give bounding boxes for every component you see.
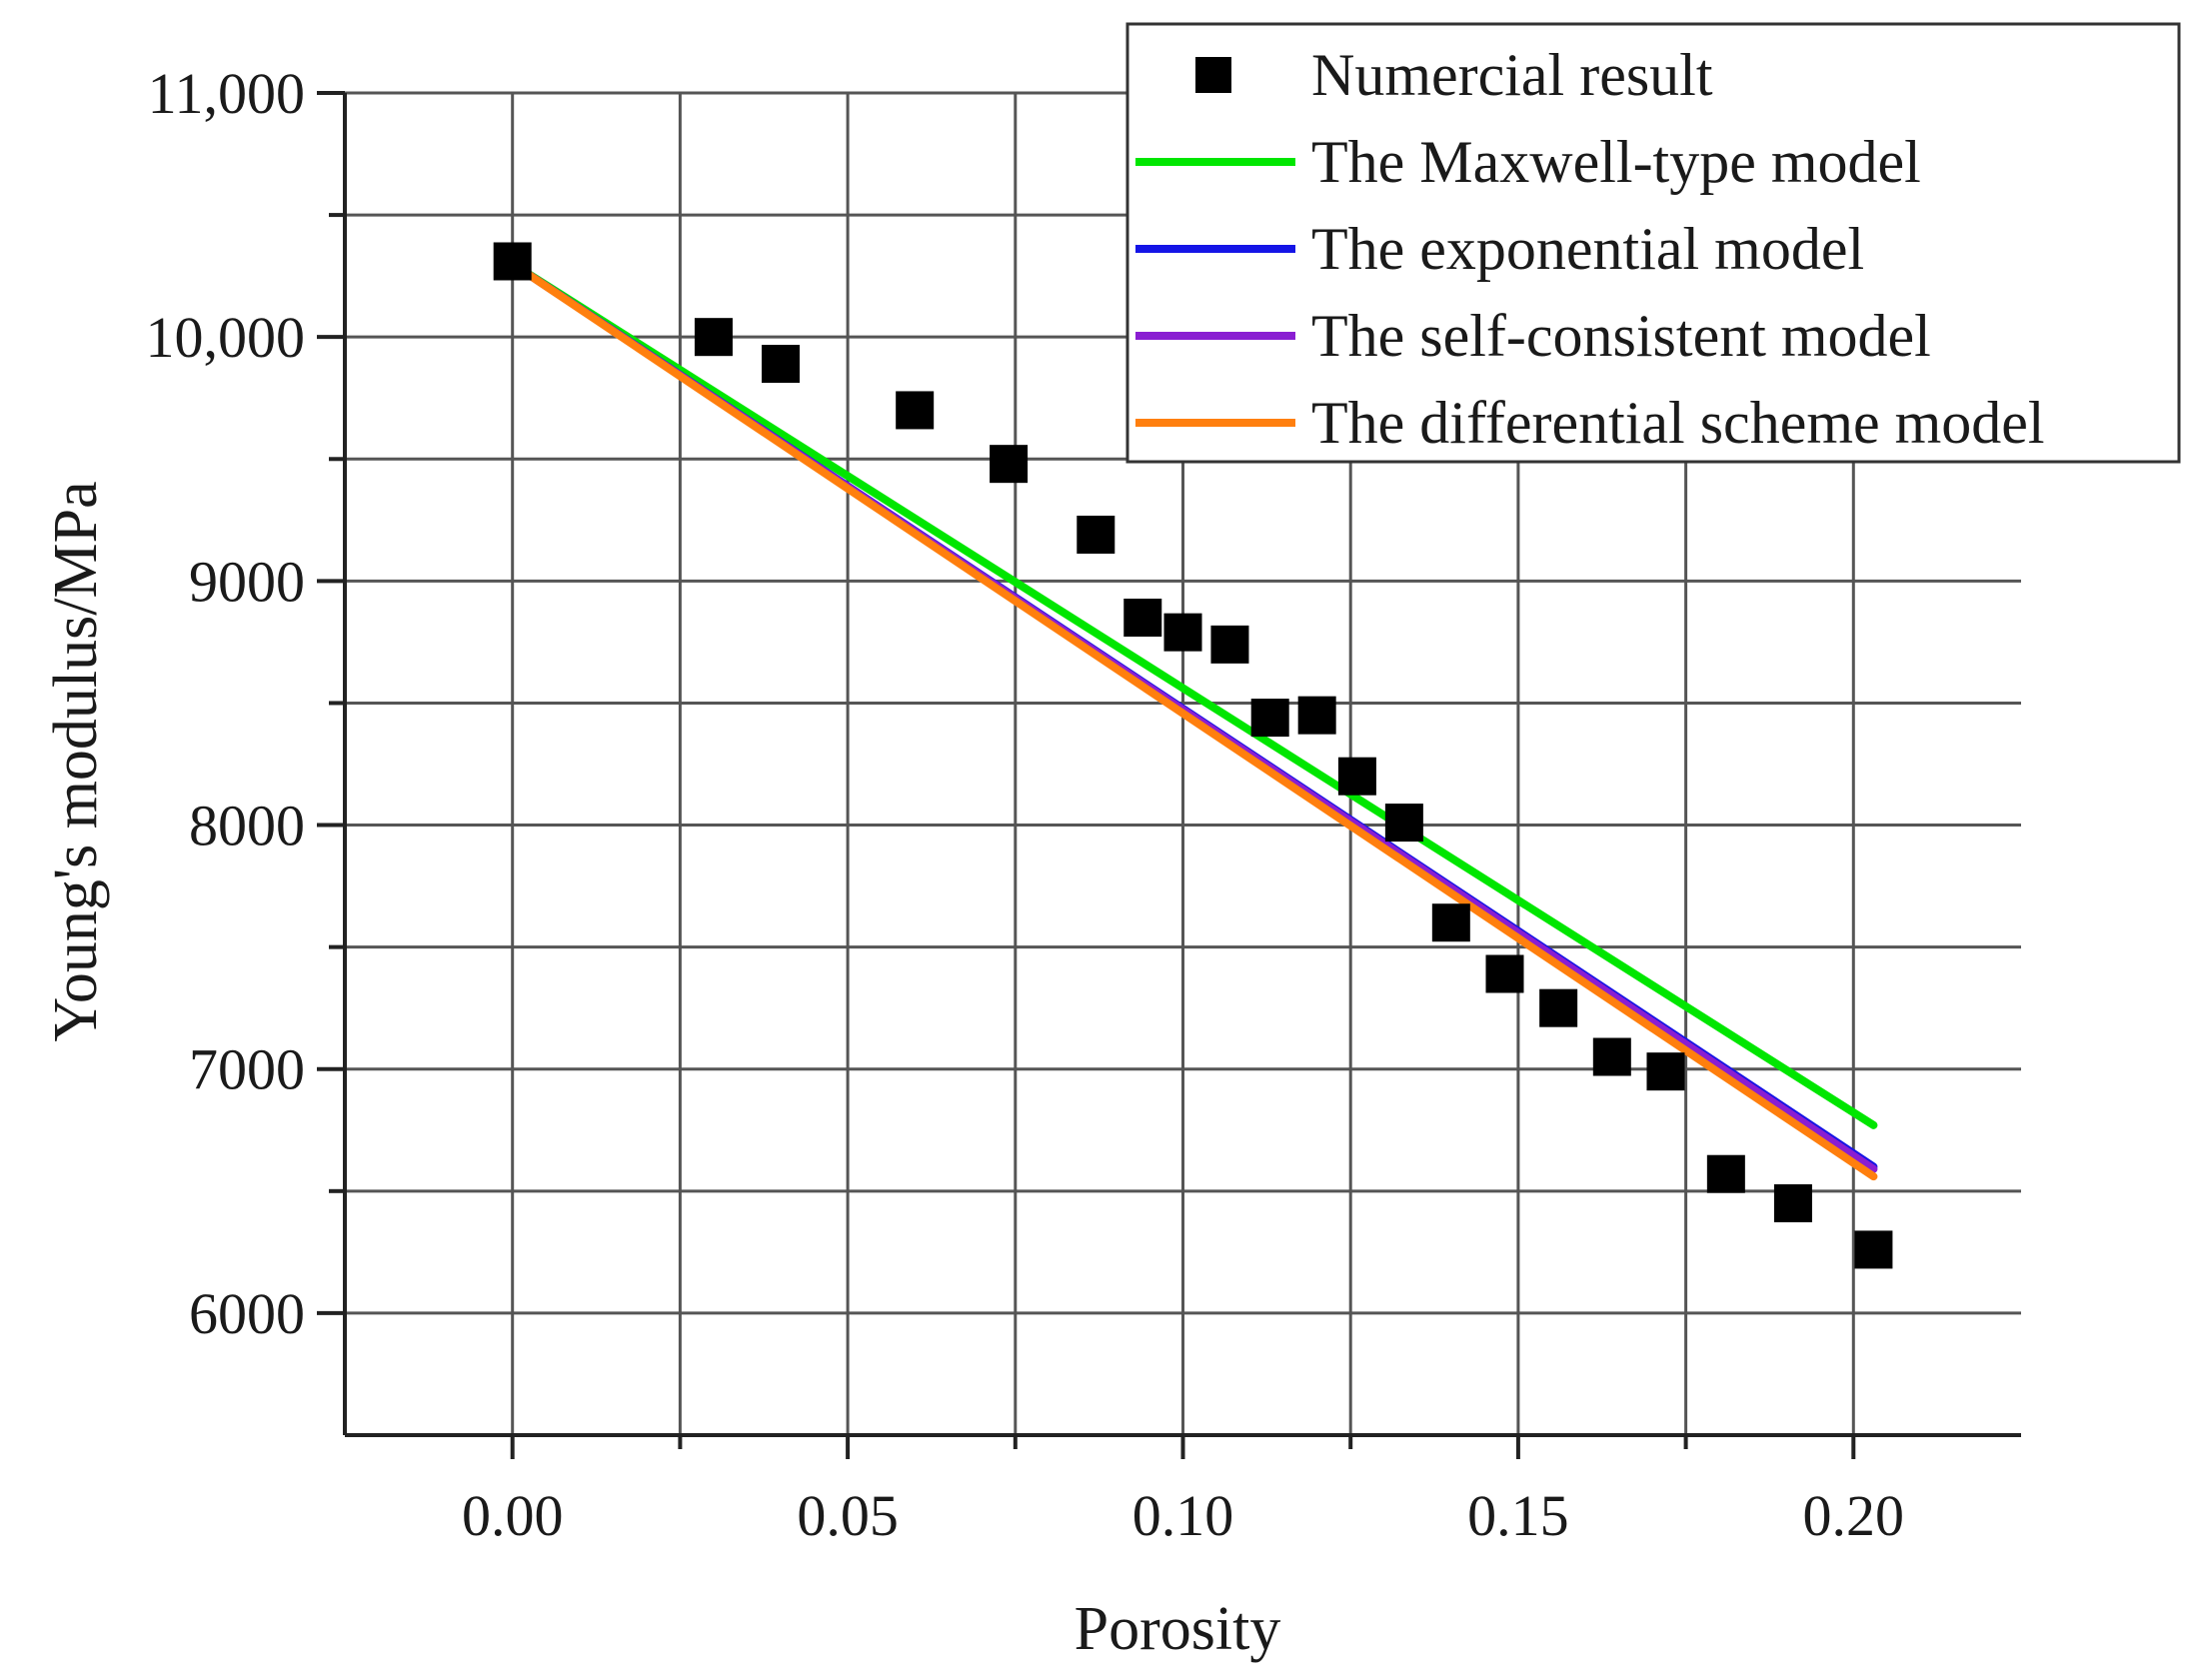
data-point [896, 391, 935, 430]
data-point [1773, 1184, 1812, 1223]
legend-label: The Maxwell-type model [1311, 129, 1921, 195]
data-point [694, 318, 733, 357]
legend-marker [1195, 57, 1231, 93]
legend-label: The differential scheme model [1311, 390, 2045, 456]
data-point [1646, 1052, 1685, 1091]
series [493, 242, 1893, 1269]
y-tick-label: 6000 [189, 1281, 305, 1346]
data-point [990, 445, 1029, 484]
data-point [1706, 1154, 1745, 1193]
x-tick-label: 0.00 [462, 1483, 564, 1548]
series-line [508, 259, 1878, 1181]
y-tick-label: 7000 [189, 1037, 305, 1102]
y-tick-label: 9000 [189, 549, 305, 614]
data-point [762, 345, 801, 384]
data-point [1431, 903, 1470, 942]
legend-label: Numercial result [1311, 42, 1713, 108]
legend-box [1125, 22, 2181, 464]
axes [317, 91, 2021, 1459]
data-point [1384, 804, 1423, 842]
data-point [1539, 988, 1578, 1027]
y-tick-label: 11,000 [148, 61, 305, 126]
y-tick-label: 10,000 [146, 305, 306, 370]
x-tick-label: 0.20 [1803, 1483, 1905, 1548]
y-tick-label: 8000 [189, 794, 305, 858]
x-tick-label: 0.10 [1132, 1483, 1234, 1548]
data-point [1163, 613, 1202, 652]
data-point [1250, 699, 1289, 738]
data-point [1077, 515, 1115, 554]
series-line [508, 259, 1878, 1129]
data-point [1210, 625, 1249, 664]
x-tick-label: 0.05 [797, 1483, 899, 1548]
x-tick-label: 0.15 [1467, 1483, 1569, 1548]
data-point [1337, 757, 1376, 796]
data-point [493, 242, 532, 281]
data-point [1592, 1037, 1631, 1076]
data-point [1297, 696, 1336, 735]
x-axis-title: Porosity [1075, 1595, 1281, 1663]
tick-labels: 6000 7000 8000 9000 10,000 11,000 0.00 0.05 0.10… [146, 61, 1905, 1548]
data-point [1854, 1230, 1893, 1269]
legend-label: The exponential model [1311, 216, 1864, 282]
y-axis-title: Young's modulus/MPa [42, 481, 110, 1041]
legend: Numercial result The Maxwell-type model Th… [1125, 22, 2181, 464]
legend-label: The self-consistent model [1311, 303, 1931, 369]
data-point [1123, 598, 1162, 637]
data-point [1485, 954, 1524, 993]
